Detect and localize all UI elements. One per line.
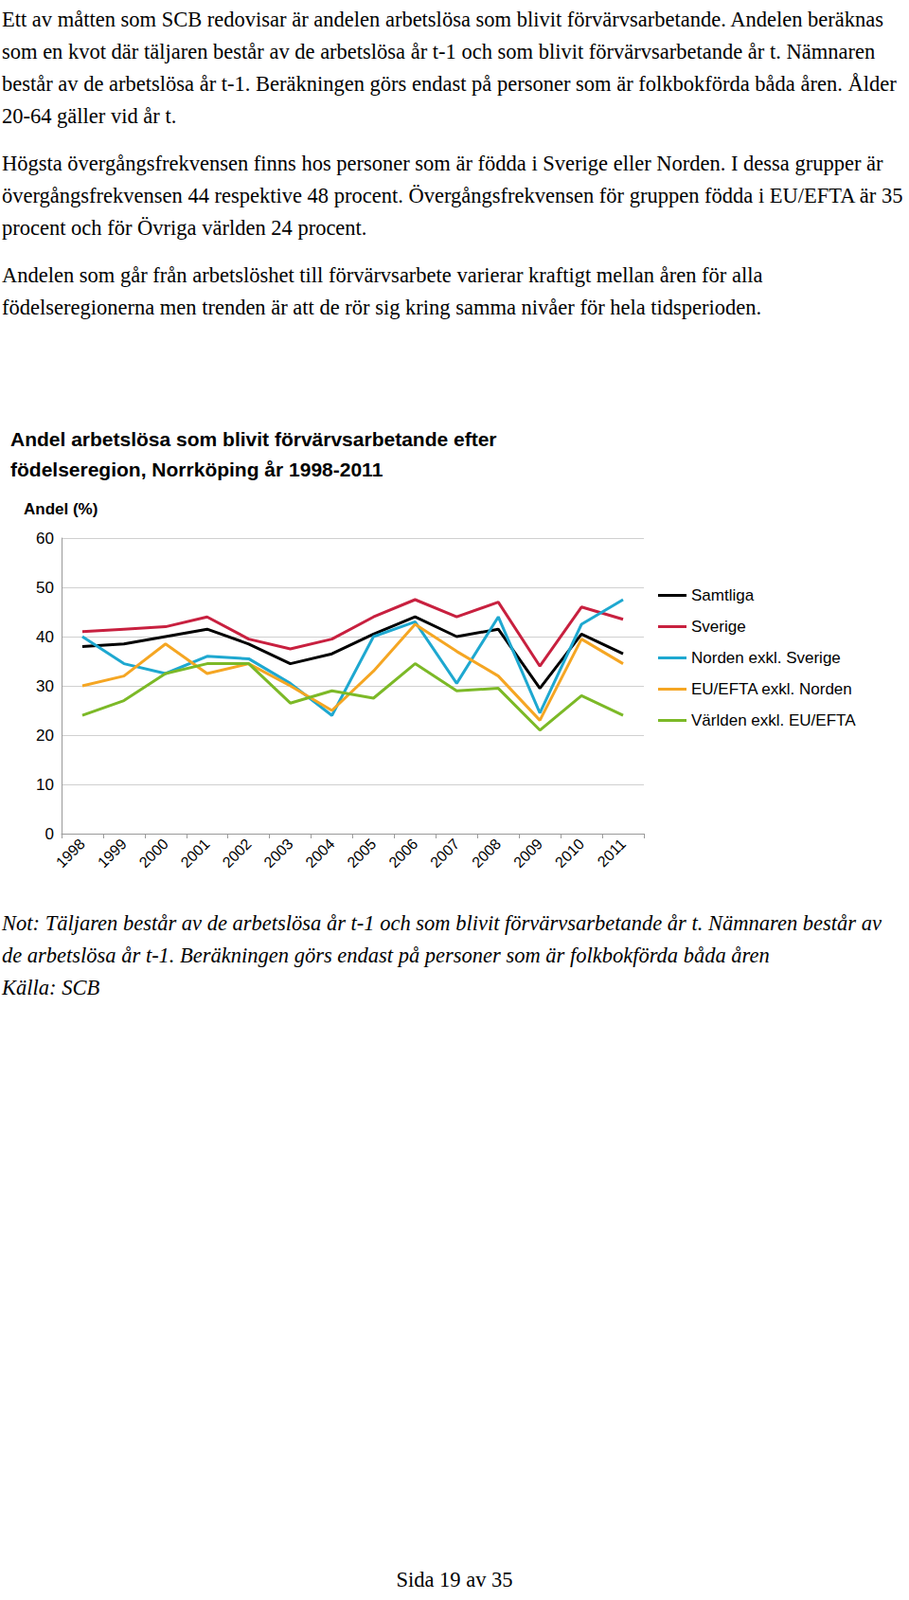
svg-text:2002: 2002 bbox=[219, 835, 255, 871]
svg-text:1999: 1999 bbox=[94, 835, 130, 871]
svg-text:20: 20 bbox=[35, 726, 54, 745]
svg-text:2000: 2000 bbox=[136, 835, 172, 871]
svg-text:2009: 2009 bbox=[510, 835, 546, 871]
html-text:Sida 19 av 35: Sida 19 av 35 bbox=[396, 1567, 513, 1591]
svg-text:Andel (%): Andel (%) bbox=[23, 499, 98, 518]
svg-text:2008: 2008 bbox=[468, 835, 504, 871]
svg-text:40: 40 bbox=[35, 627, 54, 646]
html-text:Källa: SCB: Källa: SCB bbox=[1, 975, 100, 999]
svg-text:60: 60 bbox=[35, 529, 54, 548]
svg-text:Norden exkl. Sverige: Norden exkl. Sverige bbox=[691, 648, 841, 667]
svg-text:2006: 2006 bbox=[385, 835, 421, 871]
html-text:Not: Täljaren består av de arb: Not: Täljaren består av de arbetslösa år… bbox=[1, 910, 882, 967]
svg-text:Sverige: Sverige bbox=[691, 617, 747, 636]
svg-text:2005: 2005 bbox=[343, 835, 379, 871]
svg-text:Världen exkl. EU/EFTA: Världen exkl. EU/EFTA bbox=[691, 711, 856, 730]
html-text:Högsta övergångsfrekvensen fin: Högsta övergångsfrekvensen finns hos per… bbox=[1, 151, 903, 240]
svg-text:födelseregion, Norrköping år 1: födelseregion, Norrköping år 1998-2011 bbox=[10, 458, 384, 481]
html-text:Andelen som går från arbetslös: Andelen som går från arbetslöshet till f… bbox=[1, 263, 763, 320]
svg-text:Andel arbetslösa som blivit fö: Andel arbetslösa som blivit förvärvsarbe… bbox=[10, 427, 502, 450]
svg-text:2004: 2004 bbox=[302, 835, 338, 871]
svg-text:10: 10 bbox=[35, 775, 54, 794]
svg-text:0: 0 bbox=[45, 824, 54, 843]
svg-text:50: 50 bbox=[35, 578, 54, 597]
svg-text:1998: 1998 bbox=[53, 835, 89, 871]
svg-text:2011: 2011 bbox=[594, 835, 629, 870]
svg-text:30: 30 bbox=[35, 677, 54, 696]
svg-text:2007: 2007 bbox=[427, 835, 463, 871]
html-text:Ett av måtten som SCB redovisa: Ett av måtten som SCB redovisar är andel… bbox=[1, 7, 897, 128]
svg-text:2003: 2003 bbox=[260, 835, 296, 871]
svg-text:Samtliga: Samtliga bbox=[691, 586, 755, 605]
svg-text:2010: 2010 bbox=[552, 835, 588, 871]
svg-text:EU/EFTA exkl. Norden: EU/EFTA exkl. Norden bbox=[691, 679, 853, 698]
svg-text:2001: 2001 bbox=[178, 835, 214, 871]
